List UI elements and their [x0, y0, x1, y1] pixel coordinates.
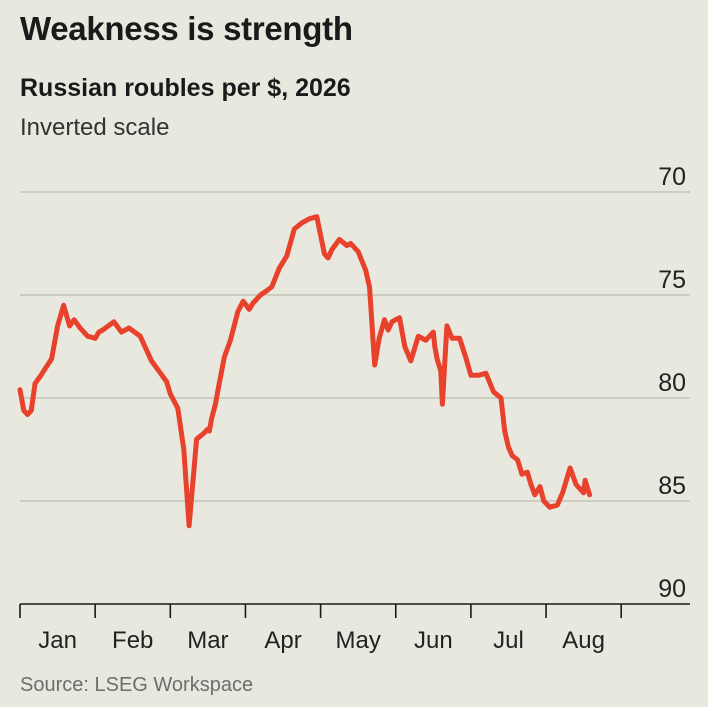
series-line-0: [17, 214, 593, 529]
source-note: Source: LSEG Workspace: [20, 674, 254, 696]
x-tick-label-apr: Apr: [264, 627, 301, 654]
y-tick-label-90: 90: [658, 575, 686, 603]
gridlines: [20, 191, 690, 502]
series-group: [17, 214, 593, 529]
y-tick-label-70: 70: [658, 163, 686, 191]
chart-subtitle: Russian roubles per $, 2026: [20, 74, 351, 102]
y-tick-label-75: 75: [658, 266, 686, 294]
x-tick-label-jan: Jan: [38, 627, 77, 654]
y-tick-label-85: 85: [658, 472, 686, 500]
x-tick-label-mar: Mar: [187, 627, 228, 654]
x-tick-label-jul: Jul: [493, 627, 524, 654]
x-tick-label-aug: Aug: [562, 627, 605, 654]
x-tick-label-may: May: [336, 627, 381, 654]
y-tick-label-80: 80: [658, 369, 686, 397]
chart-title: Weakness is strength: [20, 10, 353, 47]
x-axis: Jan Feb Mar Apr May Jun Jul Aug: [19, 603, 690, 654]
scale-note: Inverted scale: [20, 114, 170, 141]
x-tick-label-jun: Jun: [414, 627, 453, 654]
x-tick-label-feb: Feb: [112, 627, 153, 654]
y-axis-ticks: 70 75 80 85 90: [658, 163, 686, 603]
